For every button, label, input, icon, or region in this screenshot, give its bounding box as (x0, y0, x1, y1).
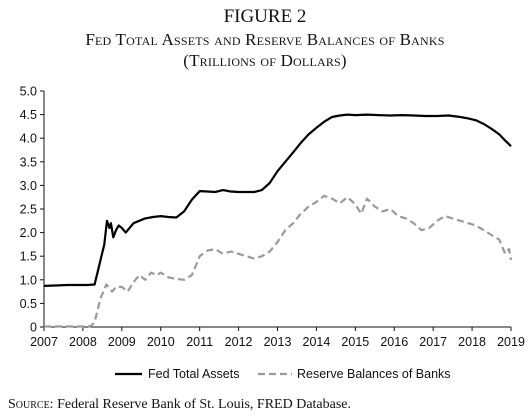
source-text: Federal Reserve Bank of St. Louis, FRED … (54, 397, 351, 412)
legend: Fed Total Assets Reserve Balances of Ban… (115, 367, 451, 381)
chart-title: Fed Total Assets and Reserve Balances of… (85, 30, 444, 49)
source-note: Source: Federal Reserve Bank of St. Loui… (8, 397, 351, 412)
x-tick-label: 2012 (225, 335, 253, 349)
y-tick-label: 4.0 (20, 132, 37, 146)
figure-label: FIGURE 2 (224, 6, 307, 27)
y-tick-label: 2.0 (20, 226, 37, 240)
x-tick-label: 2014 (303, 335, 331, 349)
source-lead: Source: (8, 397, 54, 412)
x-tick-label: 2010 (147, 335, 175, 349)
x-tick-label: 2015 (341, 335, 369, 349)
x-axis-ticks: 2007 2008 2009 2010 2011 2012 2013 2014 2015 2016… (30, 327, 525, 349)
x-tick-label: 2011 (186, 335, 213, 349)
y-tick-label: 1.0 (20, 273, 37, 287)
y-tick-label: 2.5 (20, 203, 37, 217)
y-tick-label: 1.5 (20, 250, 37, 264)
chart-subtitle: (Trillions of Dollars) (183, 51, 347, 70)
x-tick-label: 2017 (419, 335, 447, 349)
plot-area: 0 0.5 1.0 1.5 2.0 2.5 3.0 3.5 4.0 4.5 5.0 2007 2008… (20, 85, 525, 350)
x-tick-label: 2016 (380, 335, 408, 349)
x-tick-label: 2018 (458, 335, 486, 349)
x-tick-label: 2019 (497, 335, 525, 349)
series-line-reserve-balances-of-banks (44, 194, 513, 328)
x-tick-label: 2007 (30, 335, 58, 349)
y-axis-ticks: 0 0.5 1.0 1.5 2.0 2.5 3.0 3.5 4.0 4.5 5.0 (20, 85, 44, 335)
y-tick-label: 4.5 (20, 108, 37, 122)
y-tick-label: 3.0 (20, 179, 37, 193)
y-tick-label: 3.5 (20, 155, 37, 169)
x-tick-label: 2013 (264, 335, 292, 349)
x-tick-label: 2008 (69, 335, 97, 349)
series-layer (43, 113, 513, 328)
series-line-fed-total-assets (43, 113, 512, 287)
y-tick-label: 0 (30, 321, 37, 335)
legend-label-reserve-balances: Reserve Balances of Banks (297, 367, 451, 381)
x-tick-label: 2009 (108, 335, 136, 349)
y-tick-label: 5.0 (20, 85, 37, 99)
y-tick-label: 0.5 (20, 297, 37, 311)
legend-label-fed-total-assets: Fed Total Assets (148, 367, 240, 381)
